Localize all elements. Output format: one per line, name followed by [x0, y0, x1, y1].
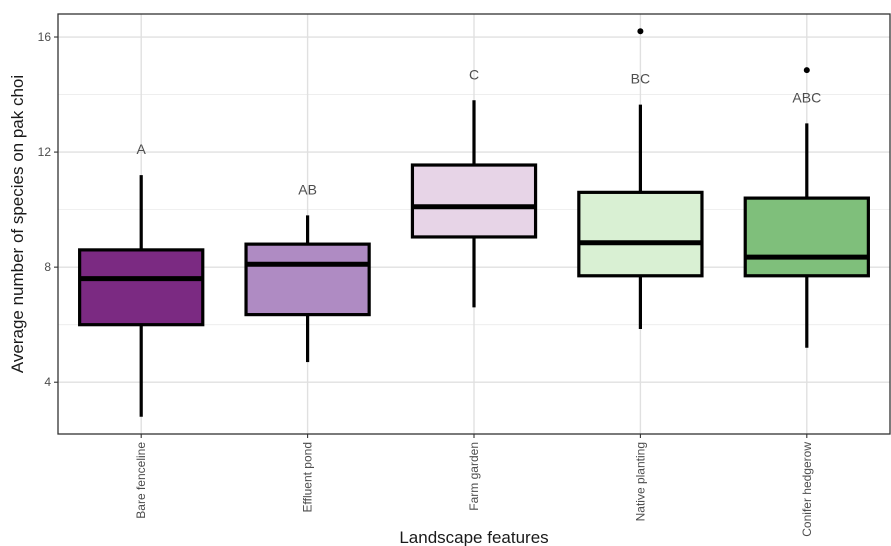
y-tick-label: 12: [38, 145, 52, 159]
x-tick-label: Effluent pond: [301, 442, 315, 513]
y-axis: 4 8 12 16: [38, 30, 58, 389]
y-tick-label: 8: [44, 260, 51, 274]
outlier-point: [803, 67, 810, 74]
box-bare-fenceline: A: [78, 141, 205, 417]
significance-letter: BC: [631, 71, 650, 87]
x-axis-title: Landscape features: [399, 528, 548, 546]
box-iqr: [743, 196, 870, 278]
x-axis: Bare fenceline Effluent pond Farm garden Na…: [134, 434, 814, 537]
y-tick-label: 4: [44, 375, 51, 389]
box-farm-garden: C: [410, 66, 538, 308]
outlier-point: [637, 28, 644, 35]
box-iqr: [244, 242, 371, 317]
box-iqr: [577, 190, 704, 278]
x-tick-label: Bare fenceline: [134, 442, 148, 519]
x-tick-label: Farm garden: [467, 442, 481, 511]
significance-letter: C: [469, 66, 479, 82]
significance-letter: AB: [298, 181, 317, 197]
significance-letter: ABC: [792, 89, 821, 105]
x-tick-label: Conifer hedgerow: [800, 442, 814, 537]
x-tick-label: Native planting: [633, 442, 647, 521]
y-tick-label: 16: [38, 30, 52, 44]
box-iqr: [410, 163, 538, 239]
box-conifer-hedgerow: ABC: [743, 67, 870, 348]
y-axis-title: Average number of species on pak choi: [8, 75, 27, 373]
box-native-planting: BC: [577, 28, 704, 329]
box-effluent-pond: AB: [244, 181, 371, 363]
box-iqr: [78, 248, 205, 327]
significance-letter: A: [137, 141, 147, 157]
